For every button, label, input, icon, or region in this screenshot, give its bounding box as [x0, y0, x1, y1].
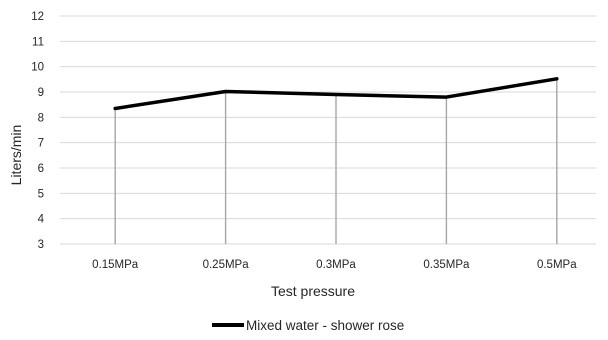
y-tick-label: 9 — [38, 87, 44, 99]
x-axis-title: Test pressure — [271, 283, 355, 299]
x-tick-label: 0.5MPa — [537, 259, 577, 271]
y-tick-label: 7 — [38, 138, 44, 150]
x-tick-label: 0.3MPa — [316, 259, 356, 271]
legend-label: Mixed water - shower rose — [246, 318, 404, 333]
y-tick-label: 6 — [38, 163, 44, 175]
y-tick-label: 4 — [38, 214, 45, 226]
legend: Mixed water - shower rose — [212, 318, 404, 333]
x-tick-label: 0.35MPa — [423, 259, 470, 271]
y-tick-label: 8 — [38, 112, 44, 124]
series-line — [113, 77, 559, 111]
x-tick-label: 0.15MPa — [92, 259, 139, 271]
y-axis-title: Liters/min — [8, 125, 24, 186]
y-tick-label: 11 — [32, 36, 44, 48]
y-tick-label: 3 — [38, 239, 44, 251]
y-tick-label: 12 — [31, 11, 44, 23]
y-tick-label: 5 — [38, 188, 44, 200]
y-tick-labels: 3 4 5 6 7 8 9 10 11 12 — [31, 11, 44, 251]
drop-lines — [114, 78, 558, 244]
gridlines — [60, 15, 596, 245]
y-tick-label: 10 — [31, 62, 44, 74]
x-tick-labels: 0.15MPa 0.25MPa 0.3MPa 0.35MPa 0.5MPa — [92, 259, 577, 271]
series-lines — [113, 77, 559, 111]
x-tick-label: 0.25MPa — [203, 259, 250, 271]
